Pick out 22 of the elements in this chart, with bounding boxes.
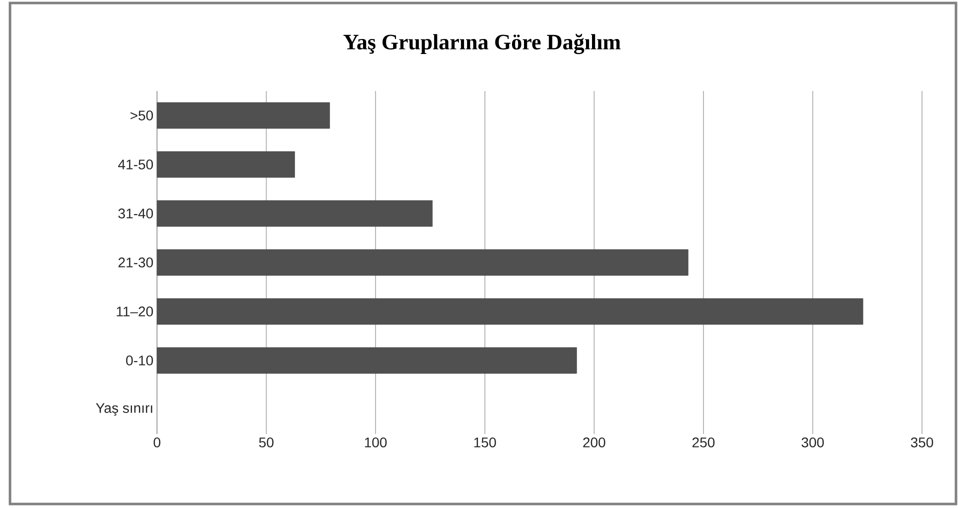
x-tick-label: 50 xyxy=(259,438,274,448)
bar xyxy=(156,102,330,129)
y-tick-label: 11–20 xyxy=(116,306,153,316)
y-tick-label: Yaş sınırı xyxy=(96,403,152,416)
x-tick-label: 150 xyxy=(474,438,496,448)
bar xyxy=(156,347,577,374)
bar xyxy=(156,249,688,276)
y-tick-label: 41-50 xyxy=(118,160,153,170)
x-tick-label: 300 xyxy=(802,438,824,448)
bar xyxy=(156,151,295,178)
y-tick-label: >50 xyxy=(130,110,153,120)
bar xyxy=(156,298,864,325)
x-tick-label: 250 xyxy=(692,438,715,448)
x-tick-label: 0 xyxy=(154,438,160,448)
y-tick-label: 31-40 xyxy=(118,208,153,218)
bar xyxy=(156,200,433,227)
y-tick-label: 0-10 xyxy=(126,356,153,366)
chart-title: Yaş Gruplarına Göre Dağılım xyxy=(343,34,621,54)
x-tick-label: 350 xyxy=(910,438,934,448)
x-tick-label: 200 xyxy=(583,438,606,448)
x-tick-label: 100 xyxy=(365,438,387,448)
y-tick-label: 21-30 xyxy=(118,258,153,268)
